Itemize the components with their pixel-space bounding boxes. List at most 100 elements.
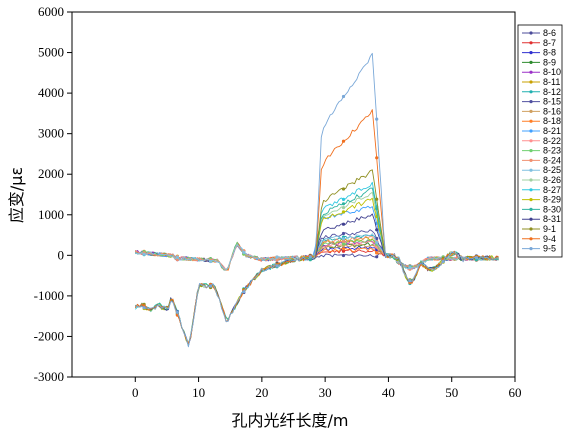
legend-label: 8-23 bbox=[543, 146, 561, 156]
series-line bbox=[135, 187, 499, 347]
legend-marker bbox=[529, 109, 533, 113]
legend-label: 9-4 bbox=[543, 234, 556, 244]
y-tick-label: -1000 bbox=[34, 288, 64, 303]
series-marker bbox=[341, 253, 346, 258]
x-tick-label: 50 bbox=[445, 385, 458, 400]
series-marker bbox=[175, 310, 179, 314]
legend-marker bbox=[529, 149, 533, 153]
series-8-29 bbox=[134, 197, 499, 344]
legend-label: 8-21 bbox=[543, 126, 561, 136]
y-axis-title: 应变/με bbox=[7, 167, 26, 223]
legend-marker bbox=[529, 178, 533, 182]
series-marker bbox=[308, 255, 312, 259]
series-marker bbox=[474, 258, 478, 262]
legend-marker bbox=[529, 168, 533, 172]
series-marker bbox=[341, 139, 346, 143]
legend-label: 8-26 bbox=[543, 175, 561, 185]
legend-marker bbox=[529, 100, 533, 104]
series-marker bbox=[408, 266, 412, 270]
series-9-5 bbox=[135, 52, 499, 348]
legend-label: 8-15 bbox=[543, 97, 561, 107]
legend-label: 8-27 bbox=[543, 185, 561, 195]
legend-label: 8-10 bbox=[543, 67, 561, 77]
series-marker bbox=[375, 251, 379, 255]
legend-label: 9-5 bbox=[543, 244, 556, 254]
series-marker bbox=[375, 241, 379, 245]
x-tick-label: 60 bbox=[509, 385, 522, 400]
series-marker bbox=[341, 247, 346, 251]
y-tick-label: 5000 bbox=[38, 45, 64, 60]
y-tick-label: -2000 bbox=[34, 328, 64, 343]
legend-marker bbox=[529, 119, 533, 123]
legend-marker bbox=[529, 158, 533, 162]
legend-marker bbox=[529, 237, 533, 241]
y-tick-label: 1000 bbox=[38, 207, 64, 222]
series-8-26 bbox=[134, 191, 499, 345]
series-marker bbox=[209, 284, 213, 288]
legend-marker bbox=[529, 51, 533, 55]
legend-label: 9-1 bbox=[543, 224, 556, 234]
legend-marker bbox=[529, 129, 533, 133]
legend-marker bbox=[529, 70, 533, 74]
legend-marker bbox=[529, 60, 533, 64]
series-marker bbox=[375, 207, 379, 211]
series-marker bbox=[242, 250, 246, 254]
legend-label: 8-12 bbox=[543, 87, 561, 97]
legend-label: 8-31 bbox=[543, 214, 561, 224]
series-marker bbox=[175, 255, 179, 259]
legend-label: 8-18 bbox=[543, 116, 561, 126]
legend-label: 8-6 bbox=[543, 28, 556, 38]
series-marker bbox=[275, 258, 279, 262]
series-marker bbox=[341, 202, 346, 206]
series-marker bbox=[242, 290, 246, 294]
y-tick-label: 0 bbox=[58, 247, 65, 262]
legend-marker bbox=[529, 207, 533, 211]
series-marker bbox=[408, 279, 412, 283]
series-marker bbox=[308, 258, 312, 262]
legend-label: 8-9 bbox=[543, 57, 556, 67]
legend-marker bbox=[529, 217, 533, 221]
y-tick-label: 4000 bbox=[38, 85, 64, 100]
series-marker bbox=[375, 117, 379, 121]
series-marker bbox=[375, 156, 379, 160]
legend-label: 8-25 bbox=[543, 165, 561, 175]
legend-label: 8-16 bbox=[543, 106, 561, 116]
legend-marker bbox=[529, 90, 533, 94]
legend-marker bbox=[529, 247, 533, 251]
series-marker bbox=[375, 197, 379, 201]
y-tick-label: 2000 bbox=[38, 166, 64, 181]
plot-frame bbox=[71, 11, 516, 378]
plot-border bbox=[71, 11, 516, 378]
legend-label: 8-22 bbox=[543, 136, 561, 146]
legend-label: 8-7 bbox=[543, 38, 556, 48]
series-layer bbox=[134, 52, 499, 348]
series-marker bbox=[375, 228, 379, 232]
legend-marker bbox=[529, 198, 533, 202]
y-tick-label: 6000 bbox=[38, 4, 64, 19]
series-line bbox=[134, 197, 499, 344]
series-marker bbox=[341, 237, 346, 241]
series-marker bbox=[341, 187, 346, 191]
series-8-30 bbox=[135, 187, 499, 347]
series-line bbox=[134, 191, 499, 345]
series-marker bbox=[341, 222, 346, 226]
x-axis-title: 孔内光纤长度/m bbox=[232, 411, 349, 430]
series-marker bbox=[341, 231, 346, 236]
series-marker bbox=[375, 255, 379, 259]
series-marker bbox=[142, 252, 146, 256]
x-tick-label: 40 bbox=[382, 385, 395, 400]
series-line bbox=[135, 52, 499, 348]
axis-layer: 0 10 20 30 40 50 60 -3000 -2000 -1000 0 1000 2000 300… bbox=[34, 4, 522, 400]
legend-label: 8-24 bbox=[543, 155, 561, 165]
series-marker bbox=[474, 256, 478, 260]
legend-marker bbox=[529, 139, 533, 143]
series-marker bbox=[341, 249, 346, 253]
series-marker bbox=[341, 94, 346, 99]
legend-label: 8-8 bbox=[543, 48, 556, 58]
x-tick-label: 0 bbox=[132, 385, 139, 400]
legend-label: 8-11 bbox=[543, 77, 560, 87]
series-marker bbox=[375, 236, 379, 241]
series-marker bbox=[275, 264, 279, 268]
